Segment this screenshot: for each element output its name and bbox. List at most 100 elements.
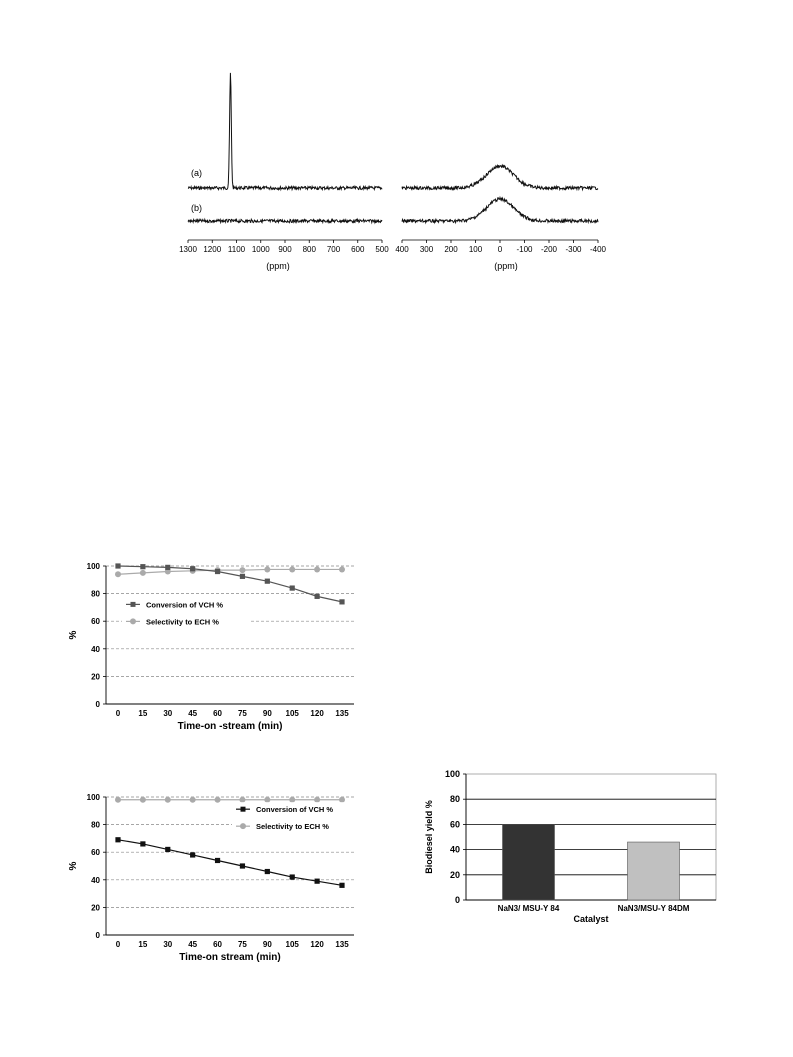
x-tick-label: 15 bbox=[138, 940, 147, 949]
data-point bbox=[214, 796, 221, 803]
data-point bbox=[314, 878, 320, 884]
biodiesel-yield-bar-chart: 0 20 40 60 80 100 NaN3/ MSU-Y 84 NaN3/MSU-Y 84D… bbox=[424, 769, 717, 924]
legend-label: Selectivity to ECH % bbox=[146, 617, 219, 626]
x-tick-label: 105 bbox=[286, 709, 300, 718]
data-point bbox=[115, 796, 121, 803]
nmr-traces bbox=[187, 72, 599, 225]
x-tick-label: 700 bbox=[327, 245, 341, 254]
data-point bbox=[289, 874, 295, 880]
y-tick-label: 60 bbox=[91, 848, 100, 857]
legend-marker bbox=[130, 618, 136, 625]
x-tick-label: -400 bbox=[590, 245, 607, 254]
data-point bbox=[140, 564, 146, 570]
x-tick-label: 135 bbox=[335, 709, 349, 718]
data-point bbox=[339, 566, 345, 573]
nmr-spectra-chart: 1300 1200 1100 1000 900 800 700 600 500 400 300 200… bbox=[179, 72, 607, 271]
y-tick-label: 20 bbox=[91, 672, 100, 681]
x-tick-label: 200 bbox=[444, 245, 458, 254]
data-point bbox=[214, 568, 221, 575]
x-tick-label: 60 bbox=[213, 709, 222, 718]
x-tick-label: 1200 bbox=[203, 245, 221, 254]
data-point bbox=[264, 566, 271, 573]
x-tick-label: 300 bbox=[420, 245, 434, 254]
y-tick-label: 40 bbox=[91, 876, 100, 885]
y-tick-label: 0 bbox=[96, 931, 101, 940]
series-line bbox=[117, 839, 343, 886]
data-point bbox=[139, 796, 146, 803]
x-tick-label: 0 bbox=[116, 709, 121, 718]
data-point bbox=[289, 566, 296, 573]
x-tick-label: 600 bbox=[351, 245, 365, 254]
x-tick-label: 45 bbox=[188, 709, 197, 718]
x-tick-label: 45 bbox=[188, 940, 197, 949]
y-tick-label: 20 bbox=[91, 903, 100, 912]
data-point bbox=[239, 863, 246, 869]
data-point bbox=[264, 796, 271, 803]
conversion-selectivity-chart-2: 0 20 40 60 80 100 0 15 30 45 60 75 90 105 120 135 Time-o… bbox=[68, 793, 360, 963]
x-tick-label: 15 bbox=[138, 709, 147, 718]
data-point bbox=[165, 564, 171, 570]
legend-marker bbox=[240, 823, 246, 830]
data-point bbox=[339, 796, 345, 803]
data-point bbox=[339, 599, 345, 605]
x-axis-title: Time-on -stream (min) bbox=[178, 721, 283, 732]
x-tick-label: 120 bbox=[310, 940, 324, 949]
y-tick-label: 40 bbox=[450, 845, 460, 855]
bar bbox=[502, 824, 555, 901]
x-axis-title: Catalyst bbox=[573, 914, 608, 924]
conversion-selectivity-chart-1: 0 20 40 60 80 100 0 15 30 45 60 75 90 105 120 135 Time-o… bbox=[68, 562, 354, 732]
y-tick-label: 60 bbox=[450, 819, 460, 829]
legend: Conversion of VCH % Selectivity to ECH % bbox=[122, 597, 250, 634]
data-point bbox=[115, 563, 121, 569]
data-point bbox=[190, 566, 196, 572]
nmr-axes: 1300 1200 1100 1000 900 800 700 600 500 400 300 200… bbox=[179, 239, 607, 254]
data-point bbox=[239, 573, 246, 579]
y-tick-label: 80 bbox=[91, 590, 100, 599]
y-tick-label: 60 bbox=[91, 617, 100, 626]
x-tick-label: NaN3/ MSU-Y 84 bbox=[498, 904, 560, 913]
data-point bbox=[189, 796, 196, 803]
series-line bbox=[117, 565, 343, 603]
x-tick-label: 500 bbox=[375, 245, 389, 254]
x-tick-label: 1100 bbox=[228, 245, 246, 254]
data-point bbox=[314, 796, 321, 803]
x-tick-label: 60 bbox=[213, 940, 222, 949]
x-tick-label: 135 bbox=[335, 940, 349, 949]
x-tick-label: -300 bbox=[565, 245, 582, 254]
legend: Conversion of VCH % Selectivity to ECH % bbox=[232, 802, 360, 839]
x-tick-label: 900 bbox=[278, 245, 292, 254]
data-point bbox=[264, 578, 270, 584]
x-tick-label: 1300 bbox=[179, 245, 197, 254]
legend-label: Selectivity to ECH % bbox=[256, 822, 329, 831]
spectrum-trace bbox=[187, 217, 383, 225]
legend-label: Conversion of VCH % bbox=[146, 600, 223, 609]
data-point bbox=[164, 568, 171, 575]
spectrum-trace bbox=[401, 195, 599, 225]
data-point bbox=[289, 585, 295, 591]
legend-label: Conversion of VCH % bbox=[256, 805, 333, 814]
y-tick-label: 0 bbox=[455, 895, 460, 905]
x-tick-label: 0 bbox=[116, 940, 121, 949]
data-point bbox=[339, 882, 345, 888]
x-tick-label: 90 bbox=[263, 940, 272, 949]
data-point bbox=[140, 841, 146, 847]
y-tick-label: 40 bbox=[91, 645, 100, 654]
data-point bbox=[190, 852, 196, 858]
data-point bbox=[164, 796, 171, 803]
y-tick-label: 100 bbox=[445, 769, 460, 779]
y-tick-label: 100 bbox=[87, 793, 101, 802]
x-tick-label: 90 bbox=[263, 709, 272, 718]
series-line bbox=[117, 568, 342, 575]
spectrum-trace bbox=[187, 72, 383, 192]
data-point bbox=[289, 796, 296, 803]
x-axis-label-left: (ppm) bbox=[266, 261, 290, 271]
x-axis-title: Time-on stream (min) bbox=[179, 952, 281, 963]
bar bbox=[627, 841, 680, 901]
y-tick-label: 20 bbox=[450, 870, 460, 880]
x-tick-label: 75 bbox=[238, 940, 247, 949]
data-point bbox=[239, 567, 246, 574]
x-tick-label: 30 bbox=[163, 709, 172, 718]
legend-marker bbox=[240, 806, 246, 812]
x-tick-label: 1000 bbox=[252, 245, 270, 254]
spectrum-trace bbox=[401, 163, 599, 192]
